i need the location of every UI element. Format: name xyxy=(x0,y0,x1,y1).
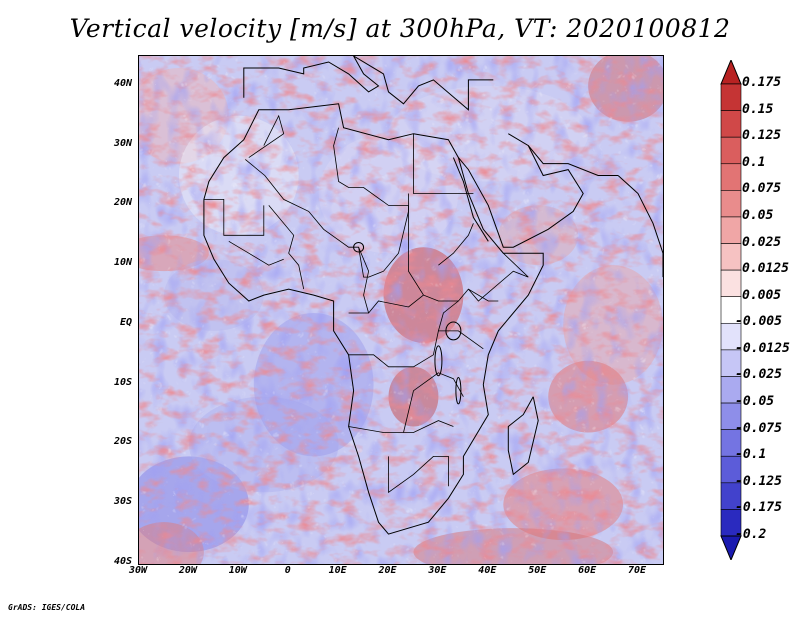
lake xyxy=(434,345,443,377)
chart-title: Vertical velocity [m/s] at 300hPa, VT: 2… xyxy=(69,14,731,43)
colorbar-tick-label: -0.1 xyxy=(735,447,767,463)
coastline xyxy=(458,133,584,248)
country-border xyxy=(268,205,305,290)
colorbar-tick-label: 0.125 xyxy=(742,128,782,144)
lake xyxy=(445,321,462,341)
lat-label: 20N xyxy=(113,197,132,209)
country-border xyxy=(468,252,529,302)
coastline xyxy=(452,157,489,242)
colorbar-tick-label: -0.025 xyxy=(735,367,782,383)
colorbar-swatch xyxy=(720,110,742,138)
lake xyxy=(455,377,462,405)
colorbar-tick-label: 0.1 xyxy=(742,154,766,170)
footer-credit: GrADS: IGES/COLA xyxy=(8,603,86,612)
lon-label: 70E xyxy=(628,565,647,576)
streak-texture xyxy=(139,56,663,564)
country-border xyxy=(348,300,459,368)
lon-label: 40E xyxy=(478,565,497,576)
coastline xyxy=(617,175,663,278)
colorbar-tick-label: -0.125 xyxy=(735,473,782,489)
country-border xyxy=(203,198,265,236)
coastline xyxy=(243,56,494,111)
colorbar-tick-label: 0.005 xyxy=(742,287,782,303)
colorbar-tick-label: -0.05 xyxy=(735,394,775,410)
country-border xyxy=(438,330,484,350)
lat-label: 40N xyxy=(113,77,132,89)
colorbar xyxy=(719,58,743,564)
lat-label: 10N xyxy=(113,257,132,269)
coastlines xyxy=(203,56,663,535)
lat-label: 30S xyxy=(113,496,132,508)
colorbar-tick-label: 0.0125 xyxy=(742,261,789,277)
lon-label: 10W xyxy=(228,565,247,576)
country-border xyxy=(408,205,499,302)
colorbar-swatch xyxy=(720,163,742,191)
colorbar-swatches xyxy=(720,58,742,562)
country-border xyxy=(228,240,284,266)
colorbar-tick-label: 0.075 xyxy=(742,181,782,197)
lat-label: 40S xyxy=(113,556,132,567)
country-border xyxy=(368,294,424,314)
country-border xyxy=(403,372,464,433)
lon-label: 30W xyxy=(128,565,148,576)
colorbar-tick-label: 0.025 xyxy=(742,234,782,250)
colorbar-tick-label: -0.075 xyxy=(735,420,782,436)
colorbar-swatch xyxy=(720,216,742,244)
colorbar-swatch xyxy=(720,269,742,298)
country-border xyxy=(438,223,474,266)
lat-label: 10S xyxy=(113,376,132,388)
country-border xyxy=(413,133,474,194)
country-border xyxy=(333,127,409,206)
lat-label: 20S xyxy=(113,436,132,448)
lat-label: 30N xyxy=(113,137,132,149)
country-border xyxy=(388,455,449,494)
lon-label: 20E xyxy=(378,565,397,576)
lat-label: EQ xyxy=(119,316,132,328)
lon-label: 60E xyxy=(578,565,597,576)
lon-label: 10E xyxy=(328,565,347,576)
colorbar-max-arrow xyxy=(720,58,742,85)
lon-label: 30E xyxy=(428,565,447,576)
colorbar-tick-label: -0.175 xyxy=(735,500,782,516)
lake xyxy=(353,241,365,253)
colorbar-swatch xyxy=(720,190,742,218)
colorbar-tick-label: 0.175 xyxy=(742,75,782,90)
coastline xyxy=(203,103,544,535)
colorbar-tick-label: 0.05 xyxy=(742,207,774,223)
coastline xyxy=(507,396,539,476)
colorbar-tick-label: -0.2 xyxy=(735,527,767,542)
country-border xyxy=(348,247,370,314)
colorbar-swatch xyxy=(720,243,742,271)
lon-label: 20W xyxy=(178,565,197,576)
lon-label: 50E xyxy=(528,565,547,576)
coastline xyxy=(527,145,619,176)
colorbar-tick-label: -0.005 xyxy=(735,314,782,330)
velocity-field-map xyxy=(139,56,663,564)
colorbar-tick-label: -0.0125 xyxy=(735,340,790,356)
colorbar-swatch xyxy=(720,83,742,111)
colorbar-tick-label: 0.15 xyxy=(742,101,774,117)
lon-label: 0 xyxy=(284,565,291,576)
map-panel xyxy=(138,55,664,565)
colorbar-swatch xyxy=(720,136,742,165)
country-border xyxy=(248,114,285,158)
colorbar-min-arrow xyxy=(720,535,742,562)
